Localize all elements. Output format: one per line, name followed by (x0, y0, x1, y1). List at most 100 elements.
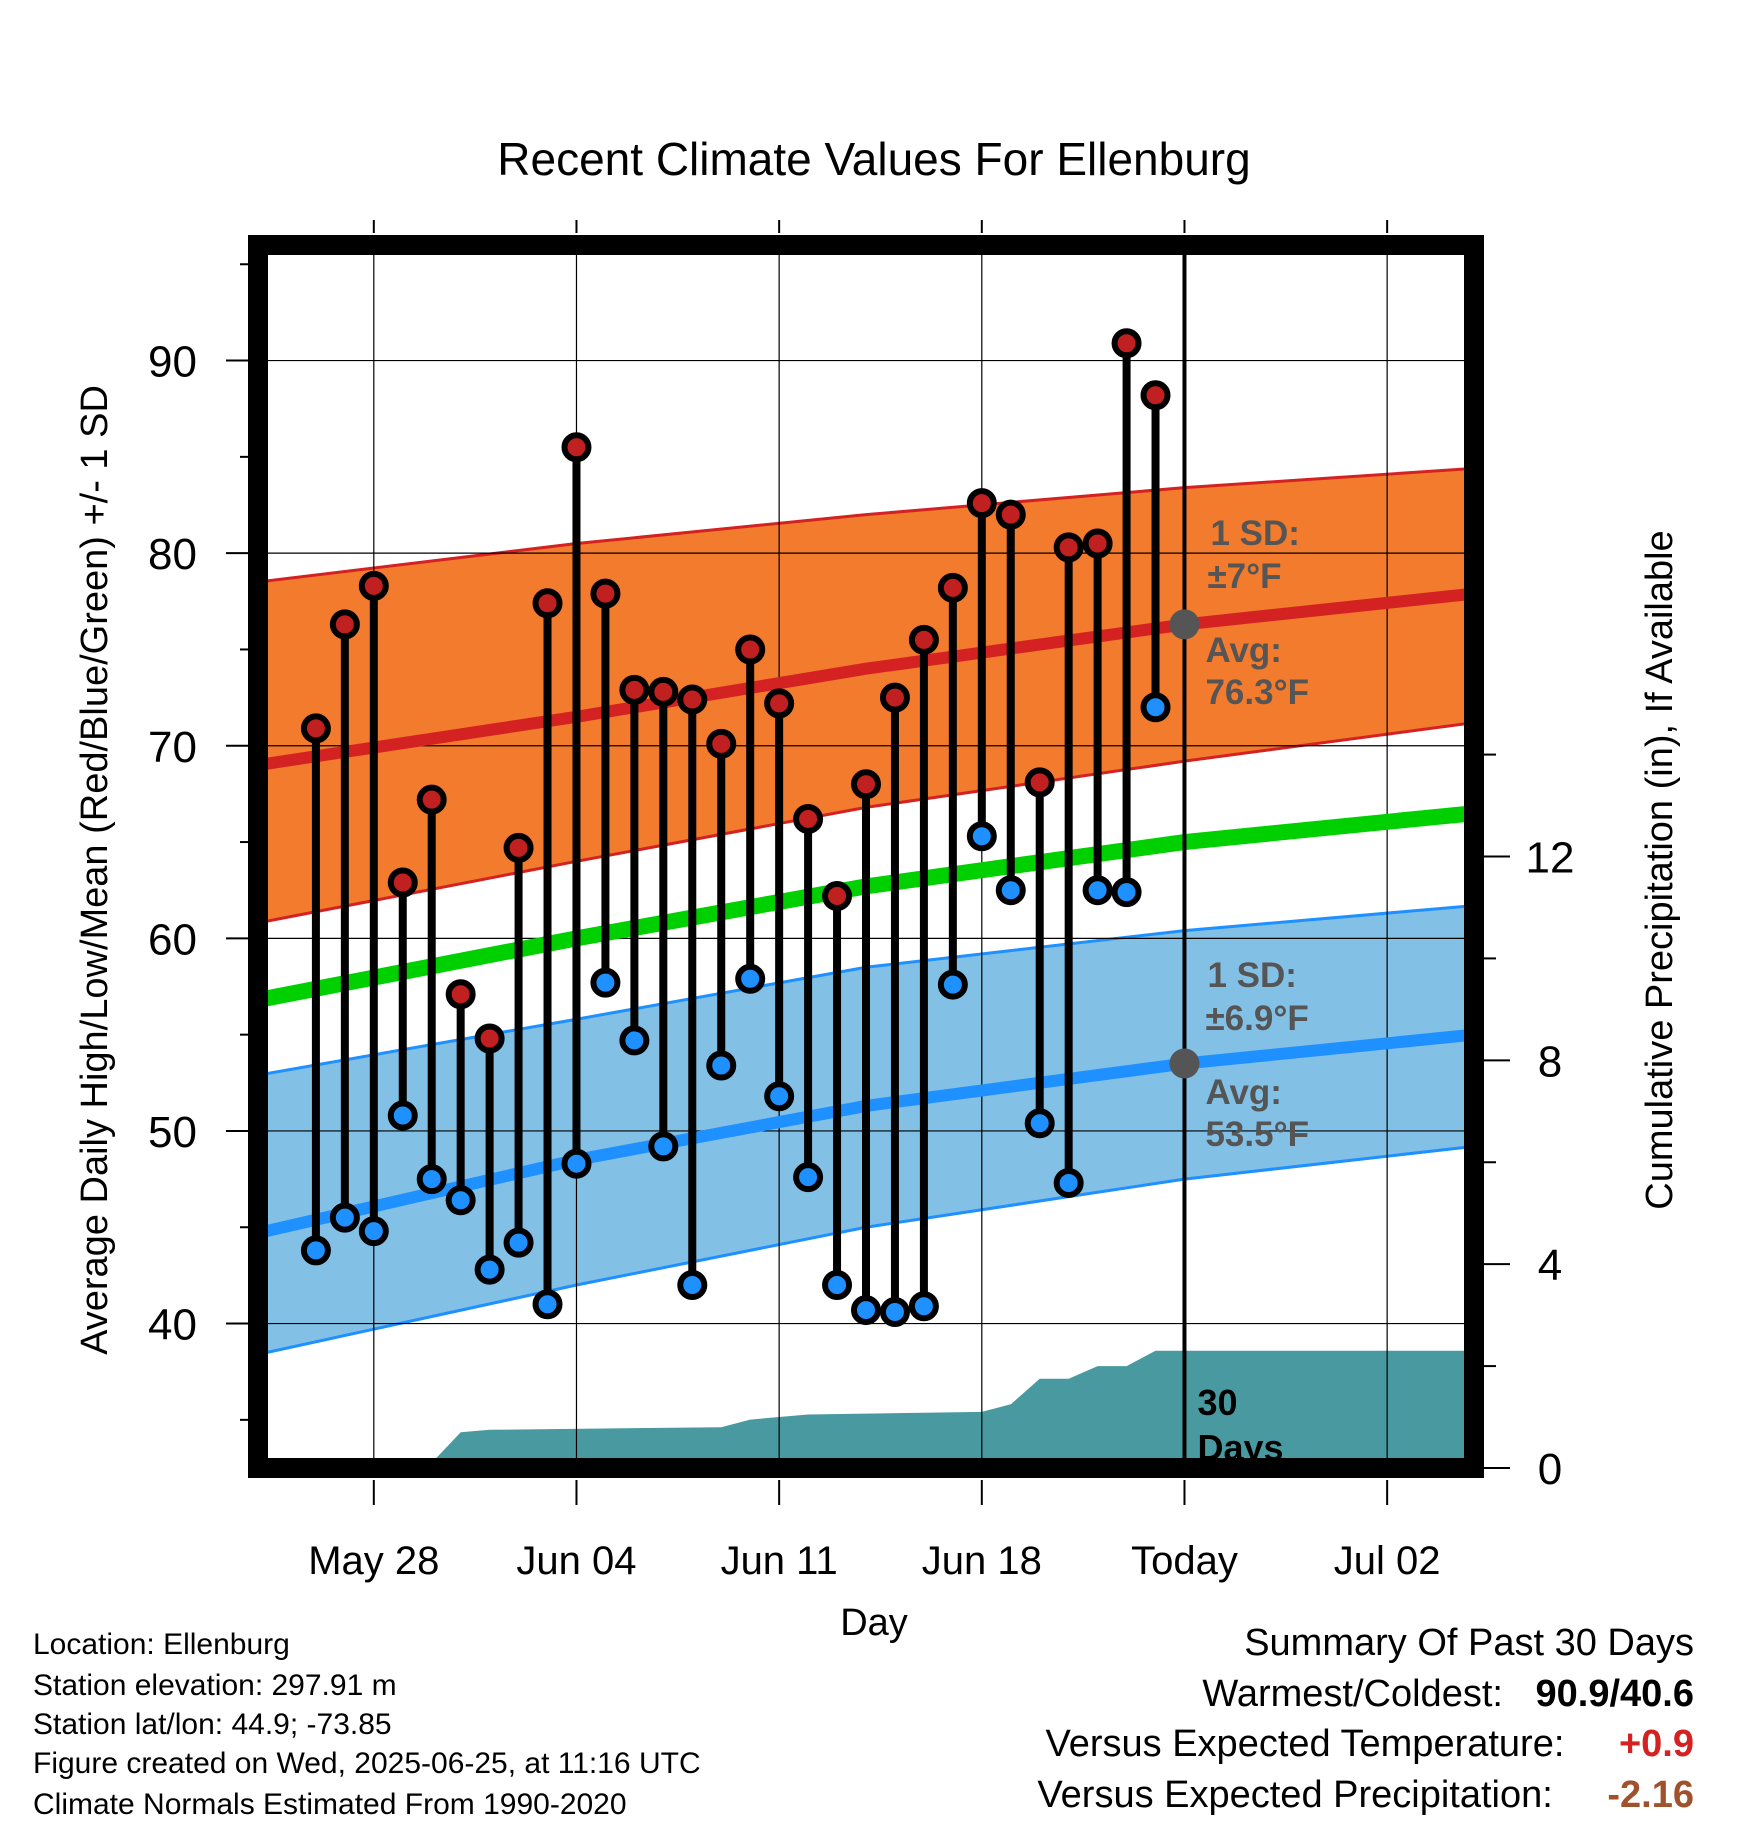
daily-low-point (793, 1162, 824, 1193)
y2-tick-label: 8 (1538, 1037, 1562, 1086)
daily-high-point (966, 488, 997, 519)
daily-low-point (735, 963, 766, 994)
y-tick-label: 50 (148, 1108, 197, 1157)
daily-low-point (1111, 877, 1142, 908)
daily-low-point (966, 821, 997, 852)
daily-high-point (561, 432, 592, 463)
daily-low-point (358, 1216, 389, 1247)
high-mean-line (258, 587, 1474, 771)
daily-high-point (735, 634, 766, 665)
low-sd-label: 1 SD: (1207, 956, 1296, 995)
info-created: Figure created on Wed, 2025-06-25, at 11… (33, 1747, 701, 1780)
x-axis-label: Day (840, 1602, 908, 1644)
x-tick-label: May 28 (308, 1539, 439, 1583)
high-sd-band-upper-edge (258, 466, 1474, 584)
y-tick-label: 40 (148, 1301, 197, 1350)
daily-low-point (503, 1227, 534, 1258)
daily-high-point (1024, 767, 1055, 798)
daily-high-point (329, 609, 360, 640)
chart-title: Recent Climate Values For Ellenburg (497, 133, 1250, 185)
low-sd-value: ±6.9°F (1205, 999, 1308, 1038)
daily-low-point (706, 1050, 737, 1081)
high-sd-band (258, 468, 1474, 923)
daily-low-point (851, 1295, 881, 1326)
daily-high-point (1111, 328, 1142, 359)
high-sd-value: ±7°F (1207, 557, 1281, 596)
info-latlon: Station lat/lon: 44.9; -73.85 (33, 1708, 392, 1741)
daily-low-point (677, 1270, 708, 1301)
daily-high-point (503, 832, 534, 863)
daily-high-point (995, 499, 1026, 530)
daily-low-point (416, 1164, 447, 1195)
daily-low-point (822, 1270, 853, 1301)
daily-low-point (300, 1235, 331, 1266)
summary-warm-cold: Warmest/Coldest: 90.9/40.6 (1202, 1675, 1694, 1713)
daily-high-point (937, 572, 968, 603)
daily-low-point (329, 1202, 360, 1233)
y-tick-label: 80 (148, 530, 197, 579)
period-label-number: 30 (1197, 1382, 1237, 1423)
daily-high-point (532, 588, 563, 619)
plot-frame (248, 235, 1484, 1478)
daily-low-point (474, 1254, 505, 1285)
x-tick-label: Jul 02 (1334, 1539, 1441, 1583)
daily-low-point (1140, 692, 1171, 723)
x-tick-label: Jun 04 (516, 1539, 636, 1583)
daily-high-point (619, 674, 650, 705)
daily-low-point (532, 1289, 563, 1320)
info-elevation: Station elevation: 297.91 m (33, 1669, 397, 1702)
y-tick-label: 60 (148, 915, 197, 964)
x-tick-label: Today (1131, 1539, 1238, 1583)
daily-high-point (474, 1023, 505, 1054)
daily-high-point (416, 784, 447, 815)
daily-high-point (445, 979, 476, 1010)
y-tick-label: 70 (148, 723, 197, 772)
y2-tick-label: 4 (1538, 1241, 1562, 1290)
summary-precip: Versus Expected Precipitation: -2.16 (1037, 1776, 1694, 1814)
high-avg-label: Avg: (1205, 631, 1281, 670)
summary-title: Summary Of Past 30 Days (1244, 1622, 1694, 1664)
daily-low-point (1082, 875, 1113, 906)
y2-tick-label: 12 (1526, 834, 1575, 883)
daily-high-point (822, 880, 853, 911)
low-avg-value: 53.5°F (1205, 1115, 1309, 1154)
summary-temp-label: Versus Expected Temperature: (1045, 1723, 1565, 1765)
daily-low-point (1053, 1167, 1084, 1198)
daily-high-point (1082, 528, 1113, 559)
daily-high-point (300, 713, 331, 744)
summary-precip-label: Versus Expected Precipitation: (1037, 1774, 1553, 1816)
y-axis-label: Average Daily High/Low/Mean (Red/Blue/Gr… (74, 385, 116, 1355)
high-avg-value: 76.3°F (1205, 673, 1309, 712)
daily-high-point (851, 769, 881, 800)
y2-tick-label: 0 (1538, 1445, 1562, 1494)
daily-high-point (908, 624, 939, 655)
daily-low-point (764, 1081, 795, 1112)
daily-high-point (648, 676, 679, 707)
summary-warm-cold-value: 90.9/40.6 (1535, 1673, 1694, 1715)
daily-low-point (648, 1131, 679, 1162)
daily-high-point (590, 578, 621, 609)
daily-high-point (764, 688, 795, 719)
low-avg-label: Avg: (1205, 1073, 1281, 1112)
daily-low-point (1024, 1108, 1055, 1139)
y-tick-label: 90 (148, 338, 197, 387)
daily-high-point (387, 867, 418, 898)
daily-low-point (908, 1291, 939, 1322)
daily-low-point (445, 1185, 476, 1216)
daily-high-point (1053, 532, 1084, 563)
daily-low-point (590, 967, 621, 998)
daily-low-point (619, 1025, 650, 1056)
info-normals: Climate Normals Estimated From 1990-2020 (33, 1788, 627, 1821)
high-avg-marker (1169, 609, 1200, 640)
precip-area (258, 1350, 1474, 1468)
summary-temp: Versus Expected Temperature: +0.9 (1045, 1725, 1694, 1763)
daily-low-point (937, 969, 968, 1000)
summary-warm-cold-label: Warmest/Coldest: (1202, 1673, 1503, 1715)
low-avg-marker (1169, 1048, 1200, 1079)
daily-high-point (793, 803, 824, 834)
daily-low-point (879, 1296, 910, 1327)
summary-precip-value: -2.16 (1607, 1774, 1694, 1816)
daily-high-point (677, 684, 708, 715)
x-tick-label: Jun 18 (922, 1539, 1042, 1583)
